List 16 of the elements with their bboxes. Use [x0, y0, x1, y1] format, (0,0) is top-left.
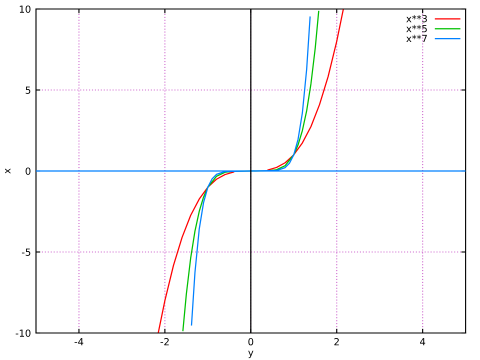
y-axis-title: x — [5, 168, 10, 174]
y-tick-label: 10 — [20, 5, 30, 13]
x-tick-label: -2 — [160, 338, 169, 346]
x-tick-label: 0 — [248, 338, 254, 346]
y-tick-label: -5 — [22, 248, 30, 256]
x-axis-title: y — [248, 350, 254, 358]
x-tick-label: -4 — [74, 338, 84, 346]
y-tick-label: 0 — [26, 167, 30, 175]
line-series — [182, 10, 320, 332]
x-tick-label: 4 — [420, 338, 426, 346]
legend-label: x**5 — [406, 24, 427, 32]
y-tick-label: -10 — [16, 329, 30, 337]
legend-label: x**3 — [406, 15, 427, 22]
y-tick-label: 5 — [26, 86, 30, 94]
x-tick-label: 2 — [334, 338, 339, 346]
legend-label: x**7 — [406, 34, 427, 42]
